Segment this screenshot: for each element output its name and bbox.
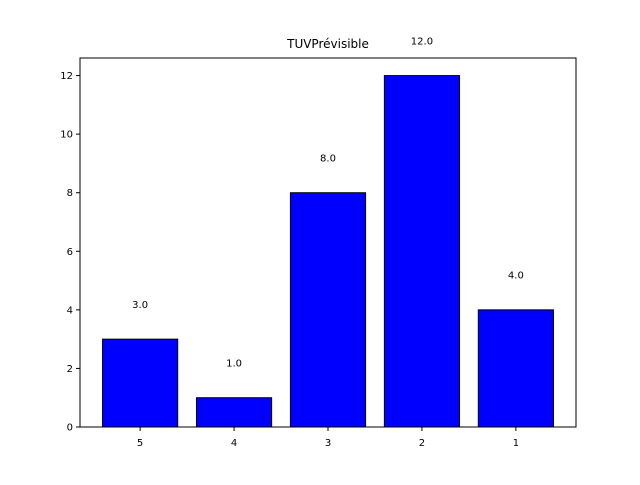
bar-3: [289, 192, 367, 428]
y-tick-label: 4: [67, 305, 73, 316]
y-tick-label: 8: [67, 188, 73, 199]
y-tick-label: 6: [67, 247, 73, 258]
data-label-5: 3.0: [132, 300, 148, 311]
bar-5: [102, 338, 179, 428]
x-tick-label: 4: [231, 438, 237, 449]
y-tick-label: 0: [67, 423, 73, 434]
x-axis: 5 4 3 2 1: [137, 427, 519, 449]
bar-1: [477, 309, 554, 428]
plot-frame: [79, 57, 577, 428]
y-tick-label: 10: [60, 130, 73, 141]
x-tick-label: 1: [513, 438, 519, 449]
data-label-3: 8.0: [320, 153, 336, 164]
data-label-4: 1.0: [226, 358, 242, 369]
chart-title: TUVPrévisible: [286, 37, 369, 51]
bar-4: [195, 397, 273, 428]
data-label-2: 12.0: [411, 36, 433, 47]
data-labels-layer: 3.0 1.0 8.0 12.0 4.0: [132, 36, 524, 369]
y-tick-label: 12: [60, 71, 73, 82]
bars-layer: [102, 75, 554, 428]
bar-2: [383, 75, 461, 428]
x-tick-label: 2: [419, 438, 425, 449]
x-tick-label: 5: [137, 438, 143, 449]
y-axis: 0 2 4 6 8 10 12: [60, 71, 80, 434]
y-tick-label: 2: [67, 364, 73, 375]
x-tick-label: 3: [325, 438, 331, 449]
data-label-1: 4.0: [508, 271, 524, 282]
